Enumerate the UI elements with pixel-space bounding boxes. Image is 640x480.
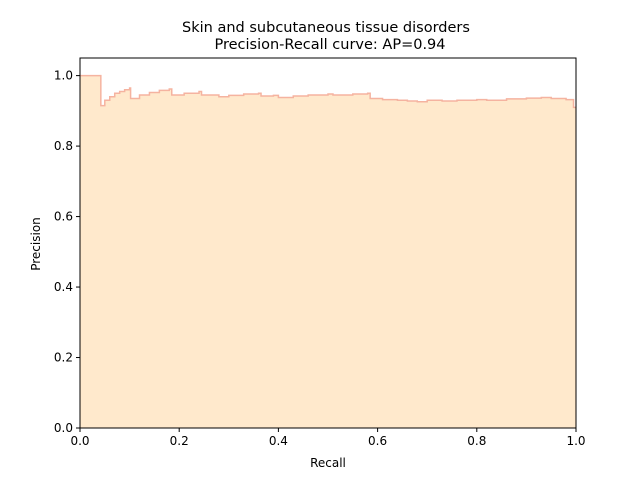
x-tick-label: 0.8 (467, 434, 486, 448)
y-tick-label: 1.0 (54, 69, 73, 83)
y-tick-label: 0.0 (54, 421, 73, 435)
y-tick-label: 0.8 (54, 139, 73, 153)
y-axis-label: Precision (29, 217, 43, 271)
x-axis-label: Recall (310, 456, 346, 470)
pr-step-line (80, 74, 576, 109)
y-tick-label: 0.2 (54, 351, 73, 365)
y-tick-label: 0.6 (54, 210, 73, 224)
x-tick-label: 0.4 (269, 434, 288, 448)
plot-area (80, 74, 576, 428)
axes-frame (79, 57, 577, 429)
pr-area-fill (80, 75, 576, 428)
x-tick-label: 1.0 (566, 434, 585, 448)
x-tick-label: 0.2 (170, 434, 189, 448)
chart-title-line1: Skin and subcutaneous tissue disorders (182, 20, 470, 36)
x-tick-label: 0.0 (70, 434, 89, 448)
y-tick-label: 0.4 (54, 280, 73, 294)
x-tick-label: 0.6 (368, 434, 387, 448)
chart-title-line2: Precision-Recall curve: AP=0.94 (214, 37, 445, 53)
axes: 0.0 0.2 0.4 0.6 0.8 1.0 0.0 0.2 0.4 0.6 0.8 1.0 (54, 57, 586, 448)
